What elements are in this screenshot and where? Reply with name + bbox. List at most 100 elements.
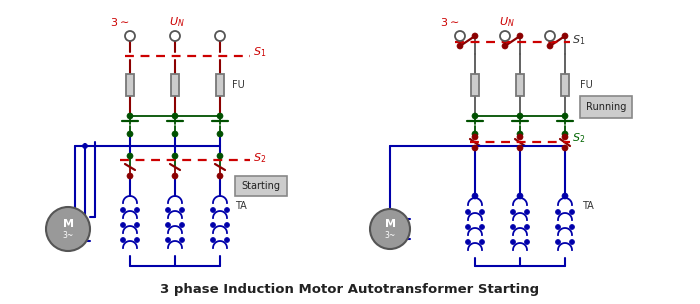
Circle shape — [510, 209, 515, 215]
Circle shape — [211, 223, 216, 227]
Circle shape — [172, 131, 178, 137]
Circle shape — [562, 113, 568, 119]
Circle shape — [524, 209, 529, 215]
Circle shape — [179, 223, 185, 227]
Text: TA: TA — [582, 201, 594, 211]
Bar — [235, 176, 287, 196]
Text: $S_1$: $S_1$ — [253, 45, 266, 59]
Bar — [471, 74, 479, 96]
Circle shape — [225, 237, 230, 243]
Circle shape — [172, 113, 178, 119]
Circle shape — [562, 131, 568, 137]
Circle shape — [545, 31, 555, 41]
Text: $S_2$: $S_2$ — [253, 151, 266, 165]
Circle shape — [562, 33, 568, 39]
Circle shape — [472, 193, 478, 199]
Circle shape — [120, 237, 125, 243]
Circle shape — [170, 31, 180, 41]
Circle shape — [466, 209, 470, 215]
Circle shape — [165, 223, 171, 227]
Circle shape — [472, 145, 478, 151]
Text: 3~: 3~ — [384, 232, 395, 240]
Circle shape — [517, 193, 523, 199]
Text: M: M — [384, 219, 395, 229]
Circle shape — [480, 224, 484, 230]
Circle shape — [502, 43, 508, 49]
Circle shape — [225, 223, 230, 227]
Text: $U_N$: $U_N$ — [169, 15, 185, 29]
Circle shape — [517, 145, 523, 151]
Text: $S_2$: $S_2$ — [572, 131, 585, 145]
Circle shape — [46, 207, 90, 251]
Circle shape — [562, 193, 568, 199]
Circle shape — [127, 131, 133, 137]
Bar — [561, 74, 569, 96]
Circle shape — [370, 209, 410, 249]
Text: $U_N$: $U_N$ — [499, 15, 515, 29]
Circle shape — [134, 223, 139, 227]
Text: 3 phase Induction Motor Autotransformer Starting: 3 phase Induction Motor Autotransformer … — [160, 283, 540, 296]
Circle shape — [134, 208, 139, 212]
Circle shape — [556, 224, 561, 230]
Circle shape — [472, 113, 478, 119]
Bar — [171, 74, 179, 96]
Circle shape — [547, 43, 553, 49]
Text: 3~: 3~ — [62, 232, 74, 240]
Circle shape — [517, 33, 523, 39]
Circle shape — [472, 131, 478, 137]
Text: Starting: Starting — [241, 181, 281, 191]
Circle shape — [517, 131, 523, 137]
Circle shape — [466, 224, 470, 230]
Circle shape — [562, 145, 568, 151]
Bar — [516, 74, 524, 96]
Circle shape — [217, 131, 223, 137]
Circle shape — [120, 208, 125, 212]
Circle shape — [217, 113, 223, 119]
Text: $3{\sim}$: $3{\sim}$ — [440, 16, 460, 28]
Circle shape — [217, 153, 223, 159]
Text: M: M — [62, 219, 74, 229]
Circle shape — [127, 153, 133, 159]
Circle shape — [83, 143, 88, 148]
Circle shape — [172, 173, 178, 179]
Circle shape — [466, 240, 470, 244]
Circle shape — [125, 31, 135, 41]
Circle shape — [472, 134, 478, 140]
Circle shape — [562, 134, 568, 140]
Circle shape — [457, 43, 463, 49]
Circle shape — [217, 173, 223, 179]
Circle shape — [570, 209, 575, 215]
Bar — [216, 74, 224, 96]
Circle shape — [211, 237, 216, 243]
Text: FU: FU — [232, 80, 245, 90]
Bar — [126, 74, 134, 96]
Circle shape — [127, 113, 133, 119]
Circle shape — [455, 31, 465, 41]
Text: $S_1$: $S_1$ — [572, 33, 585, 47]
Circle shape — [480, 240, 484, 244]
Circle shape — [570, 224, 575, 230]
Text: $3{\sim}$: $3{\sim}$ — [111, 16, 130, 28]
Circle shape — [211, 208, 216, 212]
Circle shape — [215, 31, 225, 41]
Circle shape — [556, 240, 561, 244]
Circle shape — [472, 33, 478, 39]
Text: FU: FU — [580, 80, 593, 90]
Circle shape — [570, 240, 575, 244]
Circle shape — [500, 31, 510, 41]
Circle shape — [524, 224, 529, 230]
Text: TA: TA — [235, 201, 246, 211]
Text: Running: Running — [586, 102, 626, 112]
Circle shape — [556, 209, 561, 215]
Circle shape — [134, 237, 139, 243]
Circle shape — [524, 240, 529, 244]
Circle shape — [225, 208, 230, 212]
Circle shape — [120, 223, 125, 227]
Circle shape — [165, 237, 171, 243]
Circle shape — [179, 208, 185, 212]
Circle shape — [127, 173, 133, 179]
Circle shape — [517, 113, 523, 119]
Circle shape — [480, 209, 484, 215]
Circle shape — [510, 240, 515, 244]
Circle shape — [179, 237, 185, 243]
